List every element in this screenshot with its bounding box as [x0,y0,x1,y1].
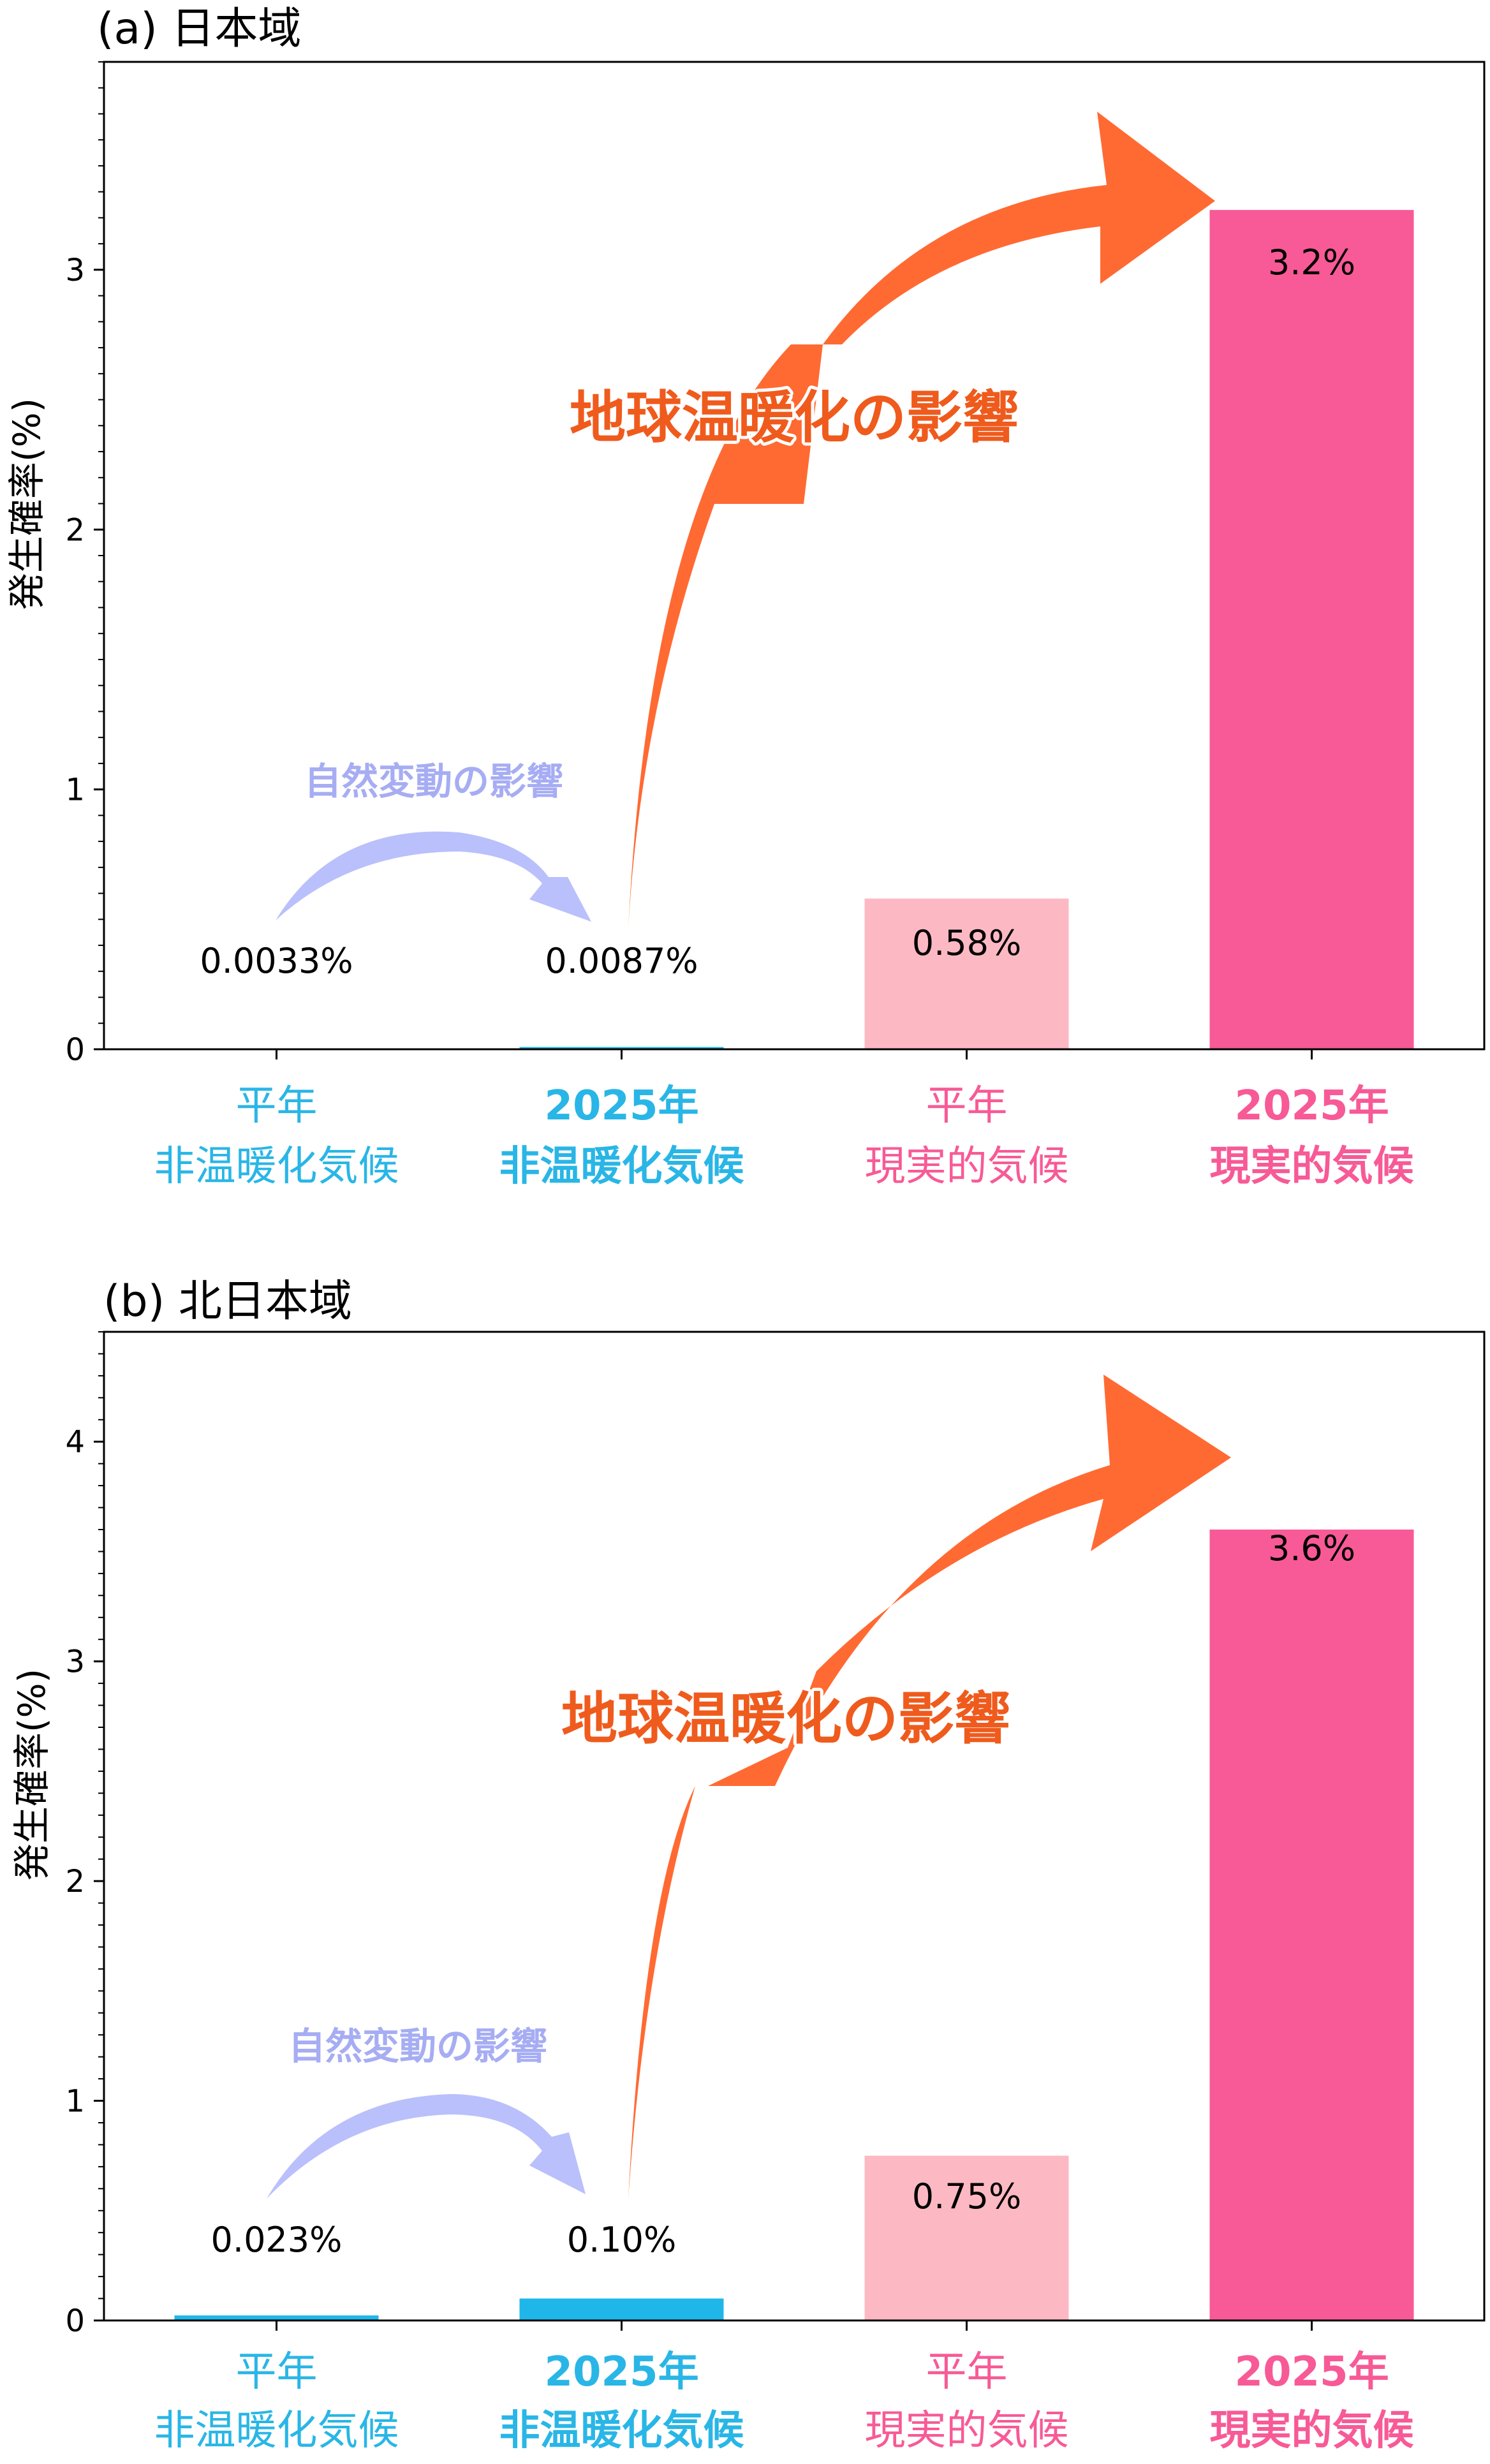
y-tick-label: 0 [65,1032,85,1068]
warming-effect-label: 地球温暖化の影響 [561,1686,1010,1752]
data-label: 0.0033% [200,941,353,981]
data-label: 0.58% [912,923,1022,963]
plot-frame [103,1331,1486,2322]
bar [864,2155,1069,2320]
data-label: 0.0087% [545,941,698,981]
x-tick-label: 平年 [236,1082,318,1130]
x-tick-label: 現実的気候 [1210,2407,1415,2454]
x-tick-label: 現実的気候 [865,1143,1069,1190]
y-tick-label: 2 [65,1864,85,1900]
x-tick-label: 非温暖化気候 [154,1143,399,1190]
y-tick-label: 3 [65,253,85,288]
x-tick-label: 平年 [236,2349,318,2396]
x-tick-label: 平年 [926,1082,1008,1130]
bar [864,898,1069,1049]
x-tick-label: 非温暖化気候 [499,2407,745,2454]
y-axis-label: 発生確率(%) [10,1669,54,1880]
y-tick-label: 0 [65,2303,85,2339]
data-label: 0.023% [211,2220,343,2260]
warming-arrow [628,112,1215,928]
x-tick-label: 現実的気候 [1210,1143,1415,1190]
x-tick-label: 2025年 [544,2349,698,2396]
natural-variability-label: 自然変動の影響 [304,760,563,803]
x-tick-label: 非温暖化気候 [499,1143,745,1190]
data-label: 0.75% [912,2176,1022,2217]
y-tick-label: 4 [65,1424,85,1460]
warming-effect-label: 地球温暖化の影響 [570,385,1019,450]
natural-variability-label: 自然変動の影響 [288,2025,547,2068]
x-tick-label: 2025年 [1234,2349,1389,2396]
y-tick-label: 1 [65,772,85,808]
x-tick-label: 非温暖化気候 [154,2407,399,2454]
chart-title: (a) 日本域 [97,4,301,54]
x-tick-label: 平年 [926,2349,1008,2396]
data-label: 3.2% [1268,242,1355,283]
bar [174,2315,379,2320]
warming-arrow [628,1375,1231,2199]
bar [1209,210,1414,1050]
y-tick-label: 3 [65,1644,85,1680]
natural-variability-arrow [267,2094,586,2199]
y-tick-label: 1 [65,2084,85,2120]
natural-variability-arrow [276,831,591,922]
data-label: 3.6% [1268,1528,1355,1568]
y-tick-label: 2 [65,512,85,548]
bar [519,1047,724,1049]
plot-frame [103,61,1486,1051]
chart-title: (b) 北日本域 [103,1276,352,1327]
y-axis-label: 発生確率(%) [5,398,48,610]
x-tick-label: 現実的気候 [865,2407,1069,2454]
bar [1209,1530,1414,2320]
bar [519,2298,724,2320]
x-tick-label: 2025年 [544,1082,698,1130]
data-label: 0.10% [567,2220,677,2260]
x-tick-label: 2025年 [1234,1082,1389,1130]
